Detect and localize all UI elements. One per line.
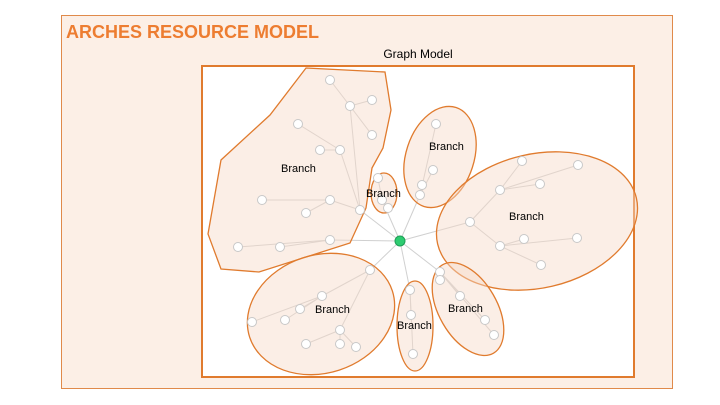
- graph-node: [408, 349, 418, 359]
- graph-edge: [469, 189, 501, 223]
- graph-node: [301, 339, 311, 349]
- graph-edge: [499, 164, 579, 191]
- graph-node: [335, 325, 345, 335]
- graph-node: [325, 195, 335, 205]
- graph-node: [536, 260, 546, 270]
- graph-edges: [237, 79, 579, 355]
- graph-edge: [339, 269, 371, 331]
- graph-node: [377, 195, 387, 205]
- graph-node: [535, 179, 545, 189]
- graph-node: [495, 185, 505, 195]
- graph-node: [572, 233, 582, 243]
- branch-label: Branch: [509, 211, 544, 223]
- branch-shapes: [207, 67, 639, 376]
- graph-node: [455, 291, 465, 301]
- graph-node: [335, 339, 345, 349]
- graph-edge: [329, 199, 361, 211]
- graph-edge: [359, 209, 401, 242]
- graph-node: [406, 310, 416, 320]
- branch-shape: [396, 280, 434, 372]
- branch-label: Branch: [397, 320, 432, 332]
- graph-node: [351, 342, 361, 352]
- graph-node: [573, 160, 583, 170]
- graph-edge: [305, 329, 341, 345]
- branch-label: Branch: [366, 188, 401, 200]
- graph-edge: [499, 245, 542, 266]
- graph-node: [480, 315, 490, 325]
- graph-edge: [279, 239, 331, 248]
- graph-node: [489, 330, 499, 340]
- graph-edge: [399, 221, 471, 242]
- graph-node: [373, 173, 383, 183]
- graph-node: [325, 75, 335, 85]
- branch-shape: [207, 67, 392, 273]
- graph-node: [275, 242, 285, 252]
- graph-node: [365, 265, 375, 275]
- graph-edge: [349, 105, 373, 136]
- graph-node: [345, 101, 355, 111]
- graph-node: [405, 285, 415, 295]
- root-node: [394, 235, 406, 247]
- graph-node: [335, 145, 345, 155]
- page-title: ARCHES RESOURCE MODEL: [66, 22, 320, 42]
- graph-edge: [409, 289, 414, 355]
- graph-model-box: [201, 65, 635, 378]
- graph-node: [325, 235, 335, 245]
- graph-edge: [499, 237, 578, 247]
- branch-label: Branch: [315, 304, 350, 316]
- graph-node: [280, 315, 290, 325]
- graph-model-label: Graph Model: [383, 47, 453, 61]
- graph-node: [517, 156, 527, 166]
- graph-node: [247, 317, 257, 327]
- graph-node: [317, 291, 327, 301]
- branch-label: Branch: [281, 163, 316, 175]
- graph-edge: [399, 240, 411, 291]
- branch-shape: [435, 151, 639, 291]
- graph-edge: [297, 123, 341, 151]
- branch-labels: Branch Branch Branch Branch Branch Branch Bran…: [281, 141, 544, 332]
- graph-nodes: [233, 75, 583, 359]
- graph-node: [431, 119, 441, 129]
- graph-node: [428, 165, 438, 175]
- graph-node: [465, 217, 475, 227]
- graph-node: [293, 119, 303, 129]
- graph-node: [435, 275, 445, 285]
- graph-node: [295, 304, 305, 314]
- graph-node: [355, 205, 365, 215]
- graph-edge: [369, 240, 401, 271]
- graph-edge: [237, 239, 331, 248]
- graph-edge: [339, 149, 361, 211]
- graph-node: [233, 242, 243, 252]
- graph-node: [383, 203, 393, 213]
- branch-label: Branch: [448, 303, 483, 315]
- graph-node: [367, 130, 377, 140]
- graph-edge: [329, 239, 401, 242]
- graph-edge: [321, 269, 371, 297]
- graph-edge: [251, 295, 323, 323]
- graph-node: [257, 195, 267, 205]
- graph-node: [367, 95, 377, 105]
- graph-edge: [499, 183, 541, 191]
- graph-node: [417, 180, 427, 190]
- branch-shape: [370, 172, 398, 214]
- graph-node: [415, 190, 425, 200]
- graph-edge: [349, 105, 361, 211]
- branch-shape: [431, 261, 505, 357]
- branch-label: Branch: [429, 141, 464, 153]
- graph-node: [519, 234, 529, 244]
- graph-edge: [469, 221, 501, 247]
- graph-edge: [399, 240, 441, 273]
- graph-node: [495, 241, 505, 251]
- graph-edge: [499, 160, 523, 191]
- graph-edge: [329, 79, 351, 107]
- graph-node: [315, 145, 325, 155]
- graph-node: [301, 208, 311, 218]
